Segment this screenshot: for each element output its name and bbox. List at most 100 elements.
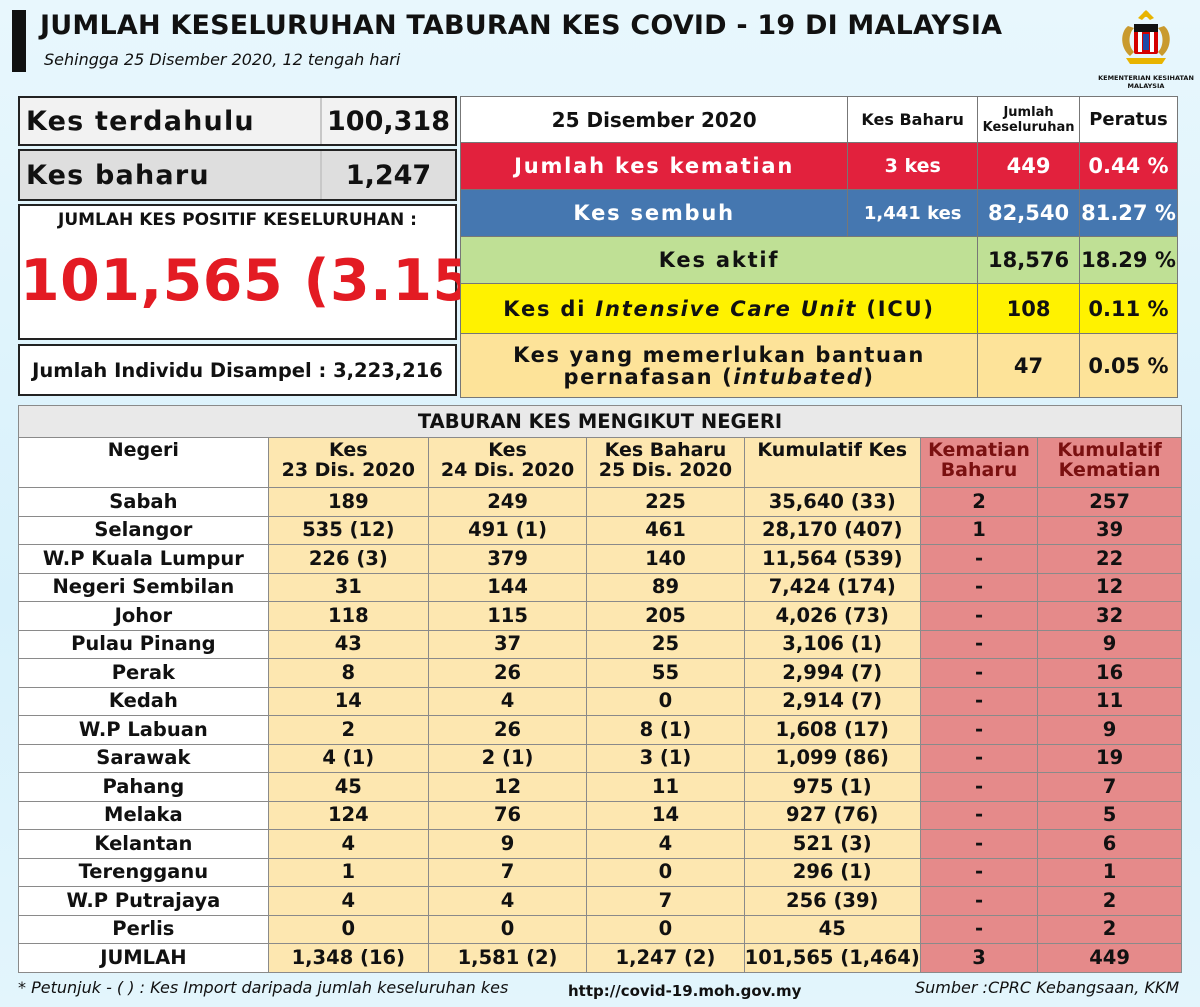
state-table-row: Kelantan 4 9 4 521 (3) -6	[18, 829, 1182, 859]
aktif-label: Kes aktif	[459, 236, 979, 284]
state-table-row: Pulau Pinang 43 37 25 3,106 (1) -9	[18, 629, 1182, 659]
state-value: 144	[427, 572, 588, 602]
state-name: Negeri Sembilan	[18, 572, 269, 602]
state-value: 1	[1037, 857, 1182, 887]
state-value: 1,581 (2)	[427, 943, 588, 973]
state-value: 0	[427, 914, 588, 944]
footer-source: Sumber :CPRC Kebangsaan, KKM	[915, 978, 1180, 997]
state-value: 1,247 (2)	[586, 943, 745, 973]
state-value: -	[919, 601, 1039, 631]
state-value: 1,348 (16)	[267, 943, 429, 973]
state-value: 28,170 (407)	[743, 515, 921, 545]
state-value: -	[919, 800, 1039, 830]
state-value: -	[919, 857, 1039, 887]
icu-peratus: 0.11 %	[1078, 283, 1179, 334]
state-value: 257	[1037, 487, 1182, 517]
state-value: 2,994 (7)	[743, 658, 921, 688]
state-value: 2	[267, 715, 429, 745]
state-table-title-row: TABURAN KES MENGIKUT NEGERI	[18, 405, 1182, 438]
state-name: W.P Labuan	[18, 715, 269, 745]
state-value: 8 (1)	[586, 715, 745, 745]
state-value: 0	[586, 686, 745, 716]
state-table-header-line: Negeri	[107, 439, 179, 461]
state-value: 535 (12)	[267, 515, 429, 545]
state-table-header-line: Kes	[488, 439, 527, 461]
state-value: 6	[1037, 829, 1182, 859]
summary-row-intubated: Kes yang memerlukan bantuan pernafasan (…	[459, 333, 1179, 398]
icu-label: Kes di Intensive Care Unit (ICU)	[459, 283, 979, 334]
intubated-label-2: pernafasan (intubated)	[461, 366, 977, 388]
state-name: Pulau Pinang	[18, 629, 269, 659]
state-value: 11	[1037, 686, 1182, 716]
state-table-row: W.P Labuan 2 26 8 (1) 1,608 (17) -9	[18, 715, 1182, 745]
state-value: 26	[427, 715, 588, 745]
intubated-peratus: 0.05 %	[1078, 333, 1179, 398]
state-value: 0	[586, 857, 745, 887]
state-value: 115	[427, 601, 588, 631]
state-value: -	[919, 914, 1039, 944]
state-value: -	[919, 886, 1039, 916]
state-value: 4	[267, 886, 429, 916]
state-value: 226 (3)	[267, 544, 429, 574]
state-value: 11	[586, 772, 745, 802]
state-value: 22	[1037, 544, 1182, 574]
state-value: 1	[919, 515, 1039, 545]
state-value: -	[919, 829, 1039, 859]
kes-baharu-label: Kes baharu	[26, 159, 210, 191]
state-table-row: Sarawak 4 (1) 2 (1) 3 (1) 1,099 (86) -19	[18, 743, 1182, 773]
state-value: -	[919, 572, 1039, 602]
intubated-label-2c: )	[863, 364, 875, 389]
state-value: -	[919, 686, 1039, 716]
state-value: 37	[427, 629, 588, 659]
state-value: 4,026 (73)	[743, 601, 921, 631]
positif-total-title: JUMLAH KES POSITIF KESELURUHAN :	[58, 210, 417, 230]
individu-disampel-text: Jumlah Individu Disampel : 3,223,216	[32, 358, 443, 382]
state-table-row: Johor 118 115 205 4,026 (73) -32	[18, 601, 1182, 631]
state-value: 45	[743, 914, 921, 944]
summary-row-aktif: Kes aktif 18,576 18.29 %	[459, 236, 1179, 284]
state-value: 3,106 (1)	[743, 629, 921, 659]
summary-date: 25 Disember 2020	[459, 96, 849, 143]
state-value: 118	[267, 601, 429, 631]
ministry-logo: KEMENTERIAN KESIHATAN MALAYSIA	[1098, 8, 1194, 92]
summary-col-jumlah-1: Jumlah	[1003, 104, 1054, 120]
state-value: 76	[427, 800, 588, 830]
state-name: W.P Putrajaya	[18, 886, 269, 916]
summary-header-row: 25 Disember 2020 Kes Baharu Jumlah Kesel…	[459, 96, 1179, 143]
intubated-label-2b: intubated	[733, 364, 864, 389]
state-name: Melaka	[18, 800, 269, 830]
sembuh-baharu: 1,441 kes	[847, 189, 979, 237]
state-name: Pahang	[18, 772, 269, 802]
state-value: 39	[1037, 515, 1182, 545]
state-value: 101,565 (1,464)	[743, 943, 921, 973]
state-value: -	[919, 658, 1039, 688]
state-table-header-line: 24 Dis. 2020	[440, 459, 575, 481]
intubated-jumlah: 47	[977, 333, 1080, 398]
state-value: 927 (76)	[743, 800, 921, 830]
footer-url[interactable]: http://covid-19.moh.gov.my	[568, 982, 802, 1000]
state-value: -	[919, 629, 1039, 659]
state-value: 32	[1037, 601, 1182, 631]
icu-label-c: (ICU)	[857, 296, 935, 321]
state-table-header-line: Baharu	[940, 459, 1018, 481]
state-name: Sarawak	[18, 743, 269, 773]
state-value: 35,640 (33)	[743, 487, 921, 517]
aktif-jumlah: 18,576	[977, 236, 1080, 284]
sembuh-label: Kes sembuh	[459, 189, 849, 237]
kematian-baharu: 3 kes	[847, 142, 979, 190]
kematian-label: Jumlah kes kematian	[459, 142, 849, 190]
state-table-header-cell: Negeri	[18, 437, 269, 488]
state-value: 189	[267, 487, 429, 517]
state-value: 19	[1037, 743, 1182, 773]
kes-baharu-value: 1,247	[320, 151, 455, 199]
state-value: 521 (3)	[743, 829, 921, 859]
state-value: 124	[267, 800, 429, 830]
summary-col-peratus: Peratus	[1078, 96, 1179, 143]
state-table-title: TABURAN KES MENGIKUT NEGERI	[18, 405, 1182, 438]
state-value: -	[919, 772, 1039, 802]
state-table-row: Melaka 124 76 14 927 (76) -5	[18, 800, 1182, 830]
positif-total-box: JUMLAH KES POSITIF KESELURUHAN : 101,565…	[18, 204, 556, 340]
state-value: 2 (1)	[427, 743, 588, 773]
title-accent-bar	[12, 10, 26, 72]
kes-terdahulu-label: Kes terdahulu	[26, 105, 255, 137]
